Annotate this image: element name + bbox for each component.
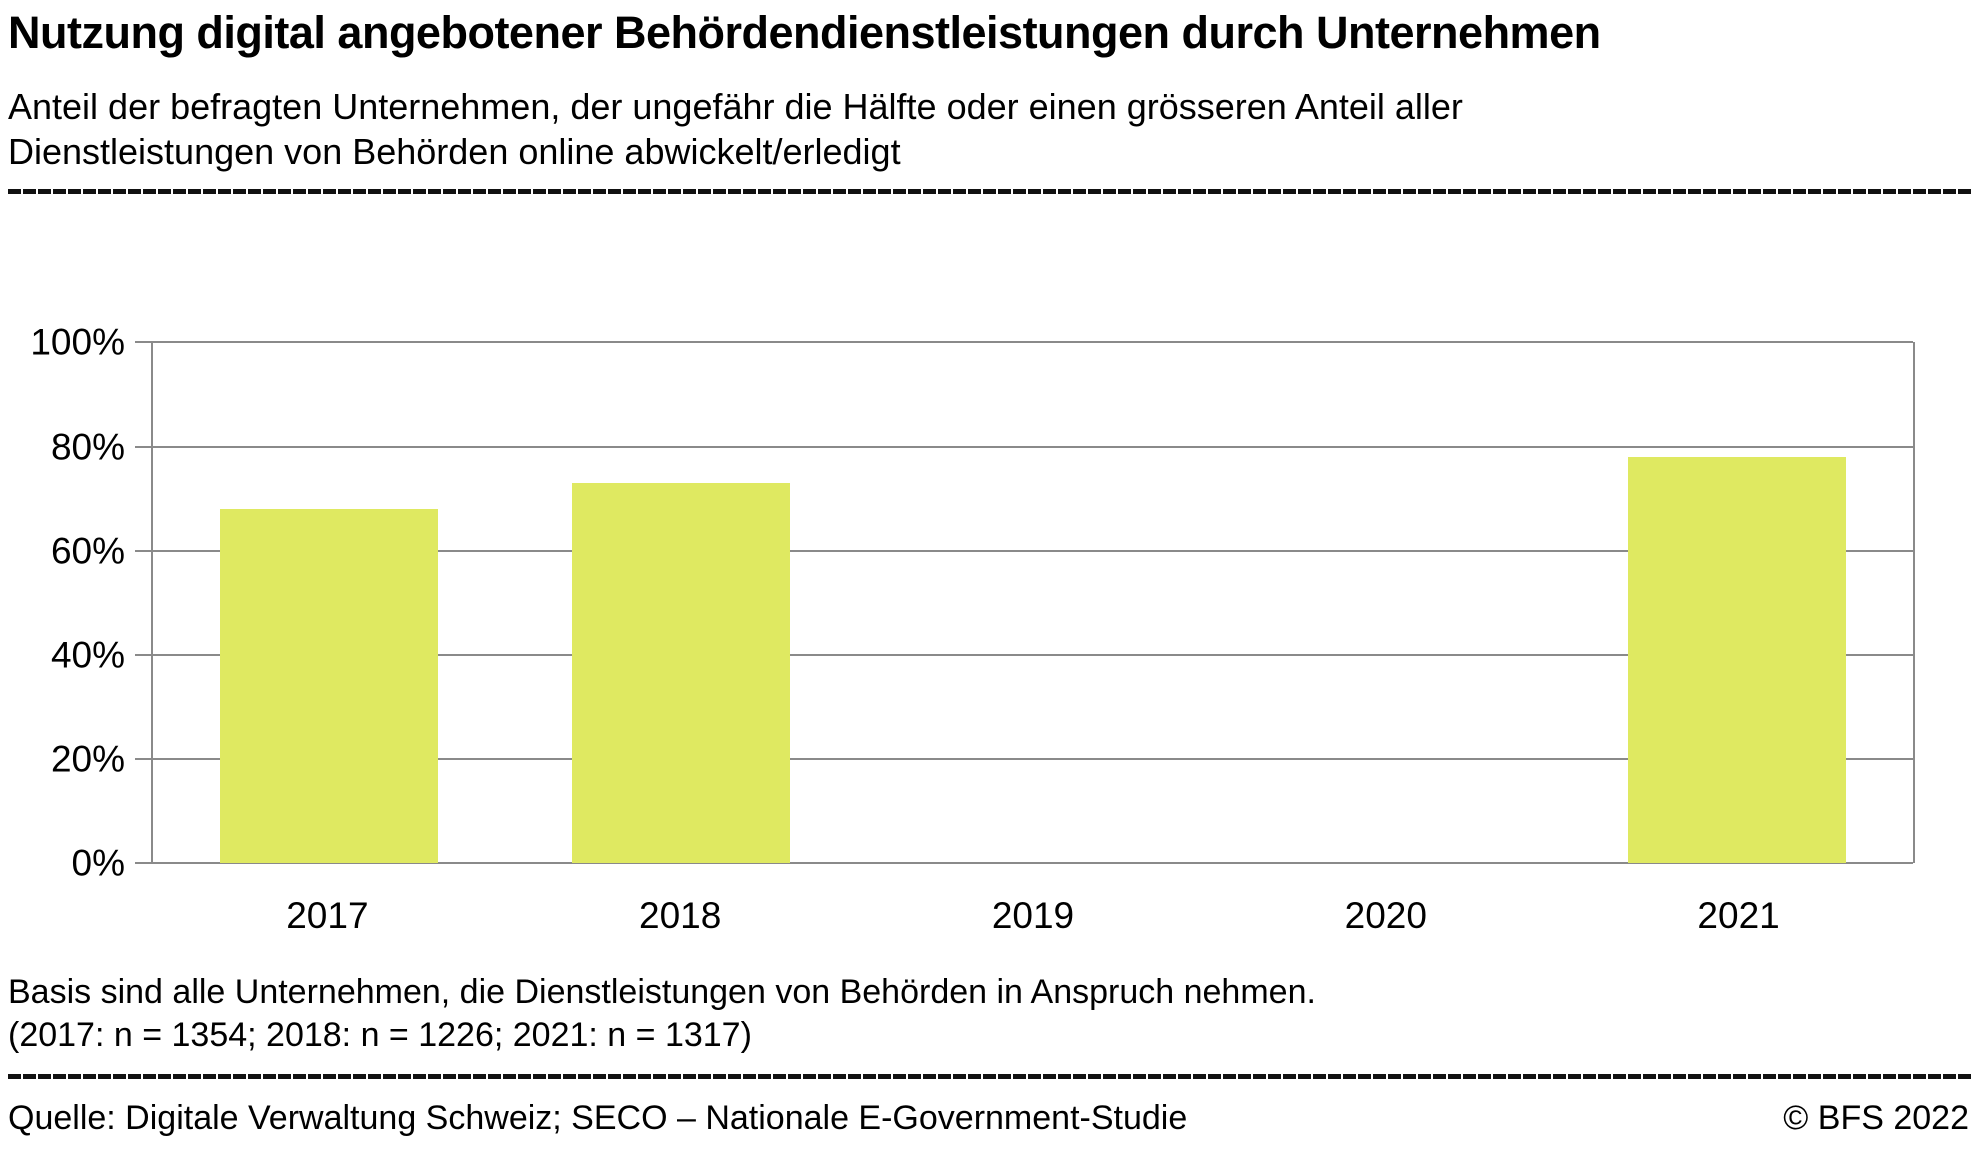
bar-2018	[571, 483, 791, 864]
x-axis-label-2019: 2019	[991, 895, 1075, 937]
chart-subtitle: Anteil der befragten Unternehmen, der un…	[8, 84, 1973, 174]
x-axis-label-2021: 2021	[1697, 895, 1780, 937]
gridline-0	[135, 862, 1913, 865]
gridline-80	[135, 445, 1913, 448]
x-axis-label-2020: 2020	[1344, 895, 1427, 937]
footnote-sample-sizes: (2017: n = 1354; 2018: n = 1226; 2021: n…	[8, 1016, 752, 1055]
footnote: Basis sind alle Unternehmen, die Dienstl…	[8, 971, 1973, 1057]
gridline-100	[135, 341, 1913, 344]
x-axis-label-2017: 2017	[286, 895, 369, 937]
plot-area: 0% 20% 40% 60% 80% 100%	[30, 324, 1915, 882]
copyright-text: © BFS 2022	[1783, 1099, 1969, 1138]
gridline-60	[135, 549, 1913, 552]
x-axis-label-2018: 2018	[639, 895, 722, 937]
chart-subtitle-line2: Dienstleistungen von Behörden online abw…	[8, 131, 901, 173]
y-axis-tick-label-60: 60%	[50, 530, 125, 572]
footnote-basis: Basis sind alle Unternehmen, die Dienstl…	[8, 973, 1316, 1012]
bar-2017	[219, 509, 439, 864]
y-axis-tick-label-80: 80%	[50, 426, 125, 468]
source-text: Quelle: Digitale Verwaltung Schweiz; SEC…	[8, 1099, 1188, 1138]
divider-bottom	[8, 1074, 1973, 1080]
divider-top	[8, 189, 1973, 195]
x-axis-labels: 2017 2018 2019 2020 2021	[151, 895, 1915, 937]
gridline-40	[135, 653, 1913, 656]
chart-title: Nutzung digital angebotener Behördendien…	[8, 7, 1601, 58]
chart-subtitle-line1: Anteil der befragten Unternehmen, der un…	[8, 86, 1463, 128]
footer-source-row: Quelle: Digitale Verwaltung Schweiz; SEC…	[8, 1099, 1973, 1138]
bar-chart: 0% 20% 40% 60% 80% 100% 2017 2018 2019 2020 2021	[8, 324, 1973, 937]
gridline-20	[135, 758, 1913, 761]
y-axis-tick-label-40: 40%	[50, 634, 125, 676]
bar-2021	[1627, 457, 1847, 864]
y-axis-tick-label-100: 100%	[30, 321, 125, 363]
y-axis-tick-label-20: 20%	[50, 738, 125, 780]
y-axis-tick-label-0: 0%	[71, 842, 125, 884]
